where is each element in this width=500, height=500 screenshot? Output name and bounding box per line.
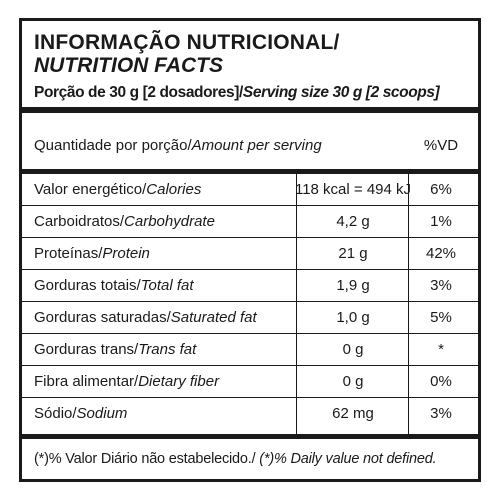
row-divider bbox=[22, 269, 478, 270]
nutrient-name: Fibra alimentar/Dietary fiber bbox=[34, 373, 220, 390]
nutrition-facts-panel: INFORMAÇÃO NUTRICIONAL/ NUTRITION FACTS … bbox=[19, 18, 481, 482]
serving-size-en: Serving size 30 g [2 scoops] bbox=[242, 84, 440, 101]
row-divider bbox=[22, 397, 478, 398]
nutrient-name: Valor energético/Calories bbox=[34, 181, 202, 198]
nutrient-name: Gorduras trans/Trans fat bbox=[34, 341, 197, 358]
nutrient-name: Gorduras totais/Total fat bbox=[34, 277, 194, 294]
table-row: Carboidratos/Carbohydrate 4,2 g 1% bbox=[22, 206, 478, 237]
table-row: Gorduras totais/Total fat 1,9 g 3% bbox=[22, 270, 478, 301]
nutrient-amount: 21 g bbox=[338, 245, 368, 262]
nutrient-amount: 0 g bbox=[342, 373, 364, 390]
footnote-pt: (*)% Valor Diário não estabelecido./ bbox=[34, 451, 256, 467]
thick-divider-top bbox=[22, 107, 478, 113]
table-row: Sódio/Sodium 62 mg 3% bbox=[22, 398, 478, 429]
row-divider bbox=[22, 365, 478, 366]
nutrient-dv: 1% bbox=[430, 213, 452, 230]
title-english: NUTRITION FACTS bbox=[34, 54, 223, 77]
serving-size: Porção de 30 g [2 dosadores]/Serving siz… bbox=[34, 83, 440, 103]
amount-label-en: Amount per serving bbox=[191, 137, 322, 154]
nutrient-amount: 62 mg bbox=[332, 405, 374, 422]
nutrient-dv: 0% bbox=[430, 373, 452, 390]
table-row: Gorduras saturadas/Saturated fat 1,0 g 5… bbox=[22, 302, 478, 333]
serving-size-pt: Porção de 30 g [2 dosadores]/ bbox=[34, 84, 243, 101]
table-row: Proteínas/Protein 21 g 42% bbox=[22, 238, 478, 269]
amount-per-serving-label: Quantidade por porção/Amount per serving bbox=[34, 129, 322, 163]
column-divider-amount bbox=[296, 174, 297, 434]
table-row: Gorduras trans/Trans fat 0 g * bbox=[22, 334, 478, 365]
row-divider bbox=[22, 333, 478, 334]
nutrient-dv: 6% bbox=[430, 181, 452, 198]
row-divider bbox=[22, 205, 478, 206]
row-divider bbox=[22, 237, 478, 238]
footnote-en: (*)% Daily value not defined. bbox=[259, 451, 437, 467]
nutrient-amount: 118 kcal = 494 kJ bbox=[294, 181, 412, 198]
table-row: Valor energético/Calories 118 kcal = 494… bbox=[22, 174, 478, 205]
nutrient-amount: 0 g bbox=[342, 341, 364, 358]
column-divider-dv bbox=[408, 174, 409, 434]
nutrient-dv: 5% bbox=[430, 309, 452, 326]
table-header: Quantidade por porção/Amount per serving… bbox=[22, 129, 478, 163]
thick-divider-bottom bbox=[22, 434, 478, 439]
nutrient-name: Proteínas/Protein bbox=[34, 245, 150, 262]
nutrient-dv: 3% bbox=[430, 405, 452, 422]
row-divider bbox=[22, 301, 478, 302]
nutrient-amount: 1,0 g bbox=[336, 309, 370, 326]
nutrient-dv: 3% bbox=[430, 277, 452, 294]
nutrient-name: Sódio/Sodium bbox=[34, 405, 128, 422]
nutrient-dv: * bbox=[438, 341, 444, 358]
title-portuguese: INFORMAÇÃO NUTRICIONAL/ bbox=[34, 31, 340, 54]
nutrient-amount: 4,2 g bbox=[336, 213, 370, 230]
dv-header: %VD bbox=[423, 137, 459, 154]
nutrient-name: Gorduras saturadas/Saturated fat bbox=[34, 309, 257, 326]
amount-label-pt: Quantidade por porção/ bbox=[34, 137, 192, 154]
footnote: (*)% Valor Diário não estabelecido./ (*)… bbox=[34, 449, 437, 469]
nutrient-amount: 1,9 g bbox=[336, 277, 370, 294]
nutrient-name: Carboidratos/Carbohydrate bbox=[34, 213, 215, 230]
nutrient-dv: 42% bbox=[425, 245, 457, 262]
thick-divider-header bbox=[22, 169, 478, 174]
table-row: Fibra alimentar/Dietary fiber 0 g 0% bbox=[22, 366, 478, 397]
